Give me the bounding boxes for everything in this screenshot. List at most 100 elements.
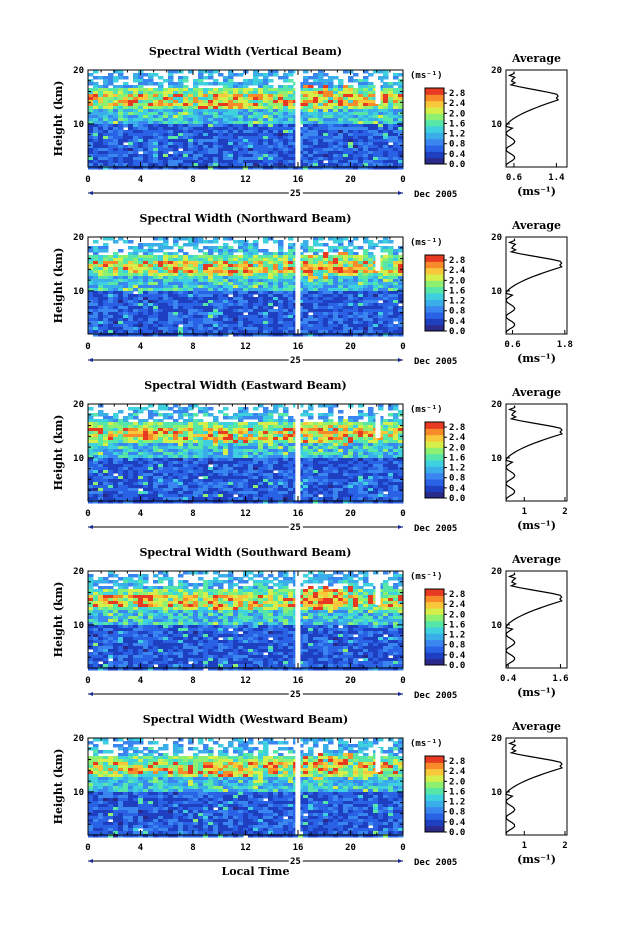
heatmap-cell — [338, 270, 344, 274]
heatmap-cell — [313, 79, 319, 83]
heatmap-cell — [383, 261, 389, 265]
heatmap-cell — [248, 288, 254, 292]
heatmap-cell — [308, 82, 314, 86]
heatmap-cell — [93, 88, 99, 92]
heatmap-cell — [98, 249, 104, 253]
heatmap-cell — [283, 112, 289, 116]
heatmap-cell — [308, 85, 314, 89]
heatmap-cell — [323, 327, 329, 331]
heatmap-cell — [358, 145, 364, 149]
heatmap-cell — [93, 121, 99, 125]
heatmap-cell — [268, 291, 274, 295]
heatmap-cell — [248, 109, 254, 113]
heatmap-cell — [213, 240, 219, 244]
heatmap-cell — [153, 154, 159, 158]
heatmap-cell — [258, 452, 264, 456]
heatmap-cell — [333, 163, 339, 167]
heatmap-cell — [268, 303, 274, 307]
heatmap-cell — [183, 270, 189, 274]
heatmap-cell — [313, 151, 319, 155]
heatmap-cell — [278, 422, 284, 426]
heatmap-cell — [178, 154, 184, 158]
heatmap-cell — [263, 145, 269, 149]
heatmap-cell — [223, 121, 229, 125]
heatmap-cell — [243, 109, 249, 113]
heatmap-cell — [288, 291, 294, 295]
heatmap-cell — [388, 437, 394, 441]
heatmap-cell — [388, 422, 394, 426]
heatmap-cell — [398, 73, 404, 77]
heatmap-cell — [228, 303, 234, 307]
heatmap-cell — [233, 106, 239, 110]
heatmap-cell — [223, 88, 229, 92]
heatmap-cell — [188, 243, 194, 247]
heatmap-cell — [368, 166, 374, 170]
heatmap-cell — [328, 419, 334, 423]
heatmap-cell — [308, 94, 314, 98]
heatmap-cell — [123, 419, 129, 423]
heatmap-cell — [118, 106, 124, 110]
heatmap-cell — [328, 449, 334, 453]
heatmap-cell — [388, 300, 394, 304]
heatmap-cell — [93, 148, 99, 152]
heatmap-cell — [323, 422, 329, 426]
heatmap-cell — [313, 300, 319, 304]
heatmap-cell — [128, 276, 134, 280]
heatmap-cell — [388, 133, 394, 137]
heatmap-cell — [308, 127, 314, 131]
heatmap-cell — [303, 100, 309, 104]
heatmap-cell — [143, 419, 149, 423]
heatmap-cell — [198, 410, 204, 414]
heatmap-cell — [303, 422, 309, 426]
heatmap-cell — [173, 94, 179, 98]
heatmap-cell — [163, 330, 169, 334]
heatmap-cell — [228, 446, 234, 450]
heatmap-cell — [233, 166, 239, 170]
heatmap-cell — [263, 440, 269, 444]
heatmap-cell — [203, 431, 209, 435]
heatmap-cell — [228, 82, 234, 86]
heatmap-cell — [318, 145, 324, 149]
heatmap-cell — [268, 318, 274, 322]
heatmap-cell — [123, 154, 129, 158]
heatmap-cell — [238, 127, 244, 131]
heatmap-cell — [248, 106, 254, 110]
heatmap-cell — [173, 312, 179, 316]
heatmap-cell — [338, 85, 344, 89]
heatmap-cell — [253, 279, 259, 283]
heatmap-cell — [363, 312, 369, 316]
heatmap-cell — [228, 94, 234, 98]
heatmap-cell — [343, 443, 349, 447]
heatmap-cell — [268, 419, 274, 423]
heatmap-cell — [238, 291, 244, 295]
heatmap-cell — [188, 303, 194, 307]
heatmap-cell — [358, 79, 364, 83]
heatmap-cell — [363, 449, 369, 453]
heatmap-cell — [353, 130, 359, 134]
heatmap-cell — [88, 303, 94, 307]
heatmap-cell — [333, 404, 339, 408]
heatmap-cell — [198, 79, 204, 83]
heatmap-cell — [103, 160, 109, 164]
heatmap-cell — [213, 115, 219, 119]
heatmap-cell — [233, 136, 239, 140]
heatmap-cell — [233, 416, 239, 420]
heatmap-cell — [298, 130, 304, 134]
heatmap-cell — [168, 109, 174, 113]
heatmap-cell — [288, 88, 294, 92]
heatmap-cell — [153, 330, 159, 334]
heatmap-cell — [218, 431, 224, 435]
heatmap-cell — [138, 166, 144, 170]
heatmap-cell — [208, 312, 214, 316]
heatmap-cell — [238, 294, 244, 298]
heatmap-cell — [98, 285, 104, 289]
heatmap-cell — [358, 440, 364, 444]
heatmap-cell — [213, 288, 219, 292]
heatmap-cell — [178, 291, 184, 295]
heatmap-cell — [308, 333, 314, 337]
heatmap-cell — [353, 443, 359, 447]
heatmap-cell — [343, 91, 349, 95]
heatmap-cell — [108, 133, 114, 137]
heatmap-cell — [268, 103, 274, 107]
heatmap-cell — [333, 428, 339, 432]
